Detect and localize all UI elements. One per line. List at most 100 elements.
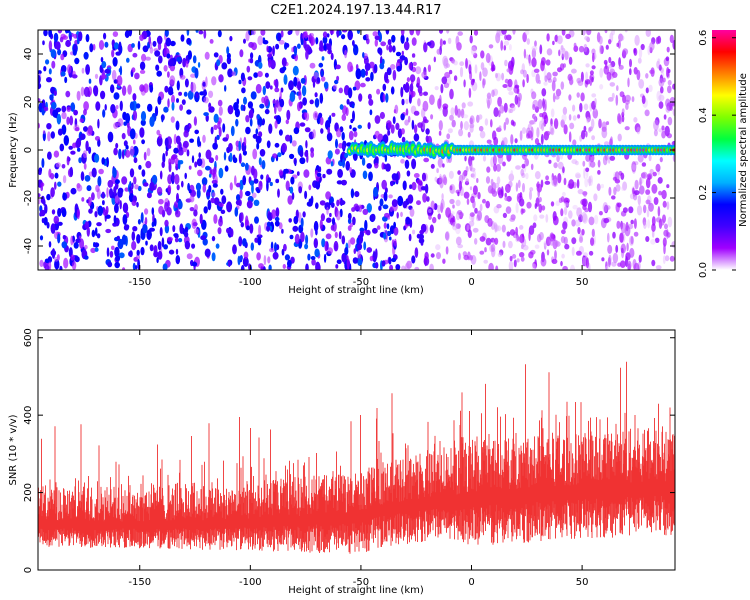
- spectrogram-cell: [346, 98, 350, 105]
- spectrogram-cell: [249, 223, 254, 234]
- spectrogram-cell: [374, 130, 380, 139]
- spectrogram-cell: [121, 149, 125, 160]
- spectrogram-cell: [474, 238, 478, 245]
- spectrogram-cell: [124, 187, 129, 192]
- spectrogram-cell: [197, 169, 203, 177]
- spectrogram-cell: [470, 173, 475, 178]
- spectrogram-cell: [285, 180, 290, 191]
- spectrogram-cell: [446, 133, 451, 140]
- spectrogram-cell: [131, 231, 136, 242]
- spectrogram-cell: [330, 52, 334, 61]
- spectrogram-cell: [666, 133, 673, 139]
- spectrogram-cell: [100, 56, 104, 63]
- spectrogram-cell: [213, 214, 218, 224]
- spectrogram-cell: [572, 139, 577, 146]
- spectrogram-cell: [509, 217, 516, 222]
- spectrogram-cell: [198, 30, 204, 35]
- spectrogram-cell: [48, 68, 52, 75]
- spectrogram-cell: [458, 180, 462, 191]
- spectrogram-cell: [434, 86, 439, 91]
- spectrogram-cell: [257, 124, 261, 130]
- spectrogram-cell: [636, 205, 643, 216]
- spectrogram-cell: [313, 238, 318, 249]
- spectrogram-cell: [57, 233, 61, 244]
- spectrogram-cell: [591, 48, 596, 55]
- spectrogram-cell: [205, 149, 212, 160]
- spectrogram-cell: [227, 105, 234, 115]
- spectrogram-cell: [217, 30, 222, 38]
- spectrogram-cell: [600, 183, 605, 189]
- spectrogram-cell: [586, 113, 591, 123]
- spectrogram-cell: [174, 237, 179, 243]
- spectrogram-cell: [536, 183, 539, 188]
- spectrogram-cell: [172, 225, 176, 233]
- spectrogram-cell: [286, 109, 291, 121]
- spectrogram-cell: [272, 45, 275, 57]
- spectrogram-cell: [305, 234, 309, 245]
- spectrogram-cell: [634, 179, 639, 190]
- spectrogram-cell: [242, 175, 247, 186]
- spectrogram-cell: [129, 101, 135, 111]
- spectrogram-cell: [209, 39, 214, 44]
- spectrogram-cell: [430, 114, 434, 120]
- spectrogram-cell: [496, 30, 501, 38]
- spectrogram-cell: [569, 122, 575, 130]
- spectrogram-cell: [399, 55, 406, 61]
- spectrogram-cell: [165, 150, 168, 157]
- spectrogram-cell: [129, 250, 133, 258]
- spectrogram-cell: [361, 157, 366, 166]
- spectrogram-cell: [571, 237, 577, 245]
- spectrogram-cell: [649, 41, 655, 51]
- spectrogram-cell: [65, 39, 71, 48]
- spectrogram-cell: [148, 35, 151, 45]
- spectrogram-cell: [346, 258, 350, 269]
- spectrogram-cell: [501, 30, 507, 35]
- spectrogram-cell: [208, 185, 212, 193]
- spectrogram-cell: [516, 258, 520, 263]
- spectrogram-cell: [220, 209, 226, 214]
- spectrogram-cell: [367, 93, 372, 100]
- spectrogram-cell: [164, 30, 169, 37]
- spectrogram-cell: [583, 192, 587, 197]
- spectrogram-cell: [482, 67, 488, 77]
- spectrogram-cell: [304, 127, 311, 133]
- spectrogram-cell: [268, 264, 272, 270]
- spectrogram-cell: [436, 48, 442, 55]
- spectrogram-cell: [586, 116, 590, 124]
- spectrogram-cell: [129, 128, 136, 140]
- spectrogram-cell: [381, 162, 385, 170]
- spectrogram-cell: [510, 170, 514, 176]
- spectrogram-cell: [215, 243, 220, 249]
- spectrogram-cell: [80, 171, 85, 182]
- spectrogram-cell: [436, 252, 441, 260]
- spectrogram-cell: [163, 65, 168, 72]
- spectrogram-cell: [365, 77, 371, 82]
- spectrogram-cell: [60, 71, 66, 77]
- spectrogram-cell: [281, 248, 285, 256]
- spectrogram-cell: [247, 76, 253, 81]
- spectrogram-cell: [100, 90, 106, 100]
- spectrogram-cell: [505, 117, 509, 125]
- spectrogram-cell: [442, 40, 446, 45]
- spectrogram-cell: [521, 127, 527, 134]
- spectrogram-cell: [485, 237, 492, 246]
- spectrogram-cell: [564, 206, 568, 216]
- spectrogram-cell: [577, 227, 581, 235]
- spectrogram-cell: [339, 104, 344, 110]
- spectrogram-cell: [585, 63, 590, 68]
- spectrogram-cell: [80, 86, 85, 97]
- spectrogram-cell: [579, 102, 583, 113]
- spectrogram-cell: [70, 102, 76, 112]
- spectrogram-cell: [164, 219, 169, 227]
- spectrogram-cell: [336, 30, 340, 38]
- spectrogram-cell: [105, 228, 112, 234]
- spectrogram-cell: [97, 118, 100, 129]
- spectrogram-cell: [258, 224, 262, 236]
- spectrogram-cell: [176, 98, 179, 103]
- spectrogram-cell: [342, 158, 345, 168]
- spectrogram-cell: [493, 107, 499, 118]
- spectrogram-cell: [352, 86, 357, 91]
- spectrogram-cell: [645, 73, 649, 79]
- spectrogram-cell: [519, 130, 523, 141]
- spectrogram-cell: [568, 114, 572, 121]
